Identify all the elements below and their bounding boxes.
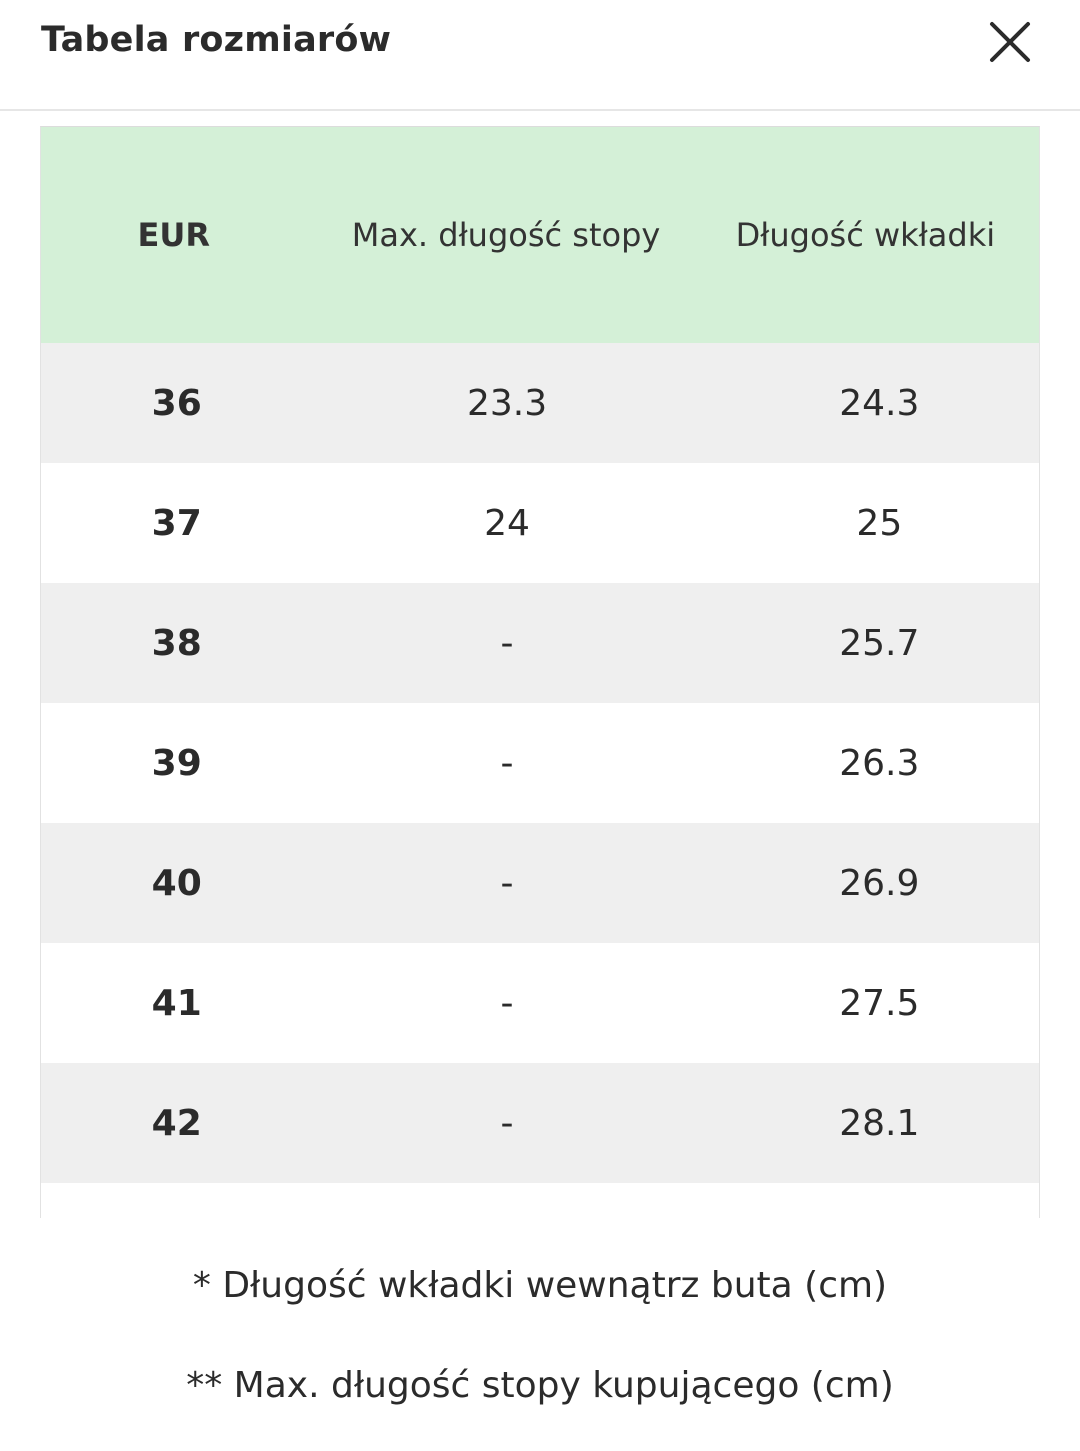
cell-insole-length: 26.9 — [839, 862, 920, 904]
cell-max-foot-length: 23.3 — [466, 382, 548, 424]
cell-insole-length: 24.3 — [839, 382, 920, 424]
cell-eur: 37 — [151, 502, 202, 544]
cell-insole-length: 28.1 — [839, 1102, 920, 1144]
cell-max-foot-length: 24 — [484, 502, 530, 544]
cell-eur: 42 — [151, 1102, 202, 1144]
cell-max-foot-length: - — [500, 622, 514, 664]
column-header-insole-length: Długość wkładki — [735, 216, 996, 254]
table-header-row: EUR Max. długość stopy Długość wkładki — [41, 127, 1039, 343]
cell-eur: 41 — [151, 982, 202, 1024]
modal-title: Tabela rozmiarów — [41, 20, 392, 60]
cell-insole-length: 25 — [856, 502, 903, 544]
cell-insole-length: 27.5 — [839, 982, 920, 1024]
footnote-insole: * Długość wkładki wewnątrz buta (cm) — [192, 1265, 888, 1306]
cell-max-foot-length: - — [500, 982, 514, 1024]
footnotes: * Długość wkładki wewnątrz buta (cm) ** … — [0, 1240, 1080, 1440]
close-icon — [990, 22, 1030, 62]
table-row: 38 - 25.7 — [41, 583, 1039, 703]
table-row: 37 24 25 — [41, 463, 1039, 583]
table-row: 41 - 27.5 — [41, 943, 1039, 1063]
cell-insole-length: 25.7 — [839, 622, 920, 664]
column-header-eur: EUR — [137, 216, 210, 254]
cell-eur: 39 — [151, 742, 202, 784]
cell-insole-length: 26.3 — [839, 742, 920, 784]
cell-eur: 36 — [151, 382, 202, 424]
cell-eur: 40 — [151, 862, 202, 904]
table-row: 36 23.3 24.3 — [41, 343, 1039, 463]
table-row: 40 - 26.9 — [41, 823, 1039, 943]
cell-max-foot-length: - — [500, 862, 514, 904]
table-row: 42 - 28.1 — [41, 1063, 1039, 1183]
table-row: 39 - 26.3 — [41, 703, 1039, 823]
cell-max-foot-length: - — [500, 1102, 514, 1144]
footnote-foot-length: ** Max. długość stopy kupującego (cm) — [186, 1365, 894, 1406]
close-button[interactable] — [982, 14, 1038, 70]
column-header-max-foot-length: Max. długość stopy — [351, 216, 661, 254]
modal-header: Tabela rozmiarów — [0, 0, 1080, 111]
cell-max-foot-length: - — [500, 742, 514, 784]
cell-eur: 38 — [151, 622, 202, 664]
size-table: EUR Max. długość stopy Długość wkładki 3… — [40, 126, 1040, 1218]
table-row — [41, 1183, 1039, 1218]
